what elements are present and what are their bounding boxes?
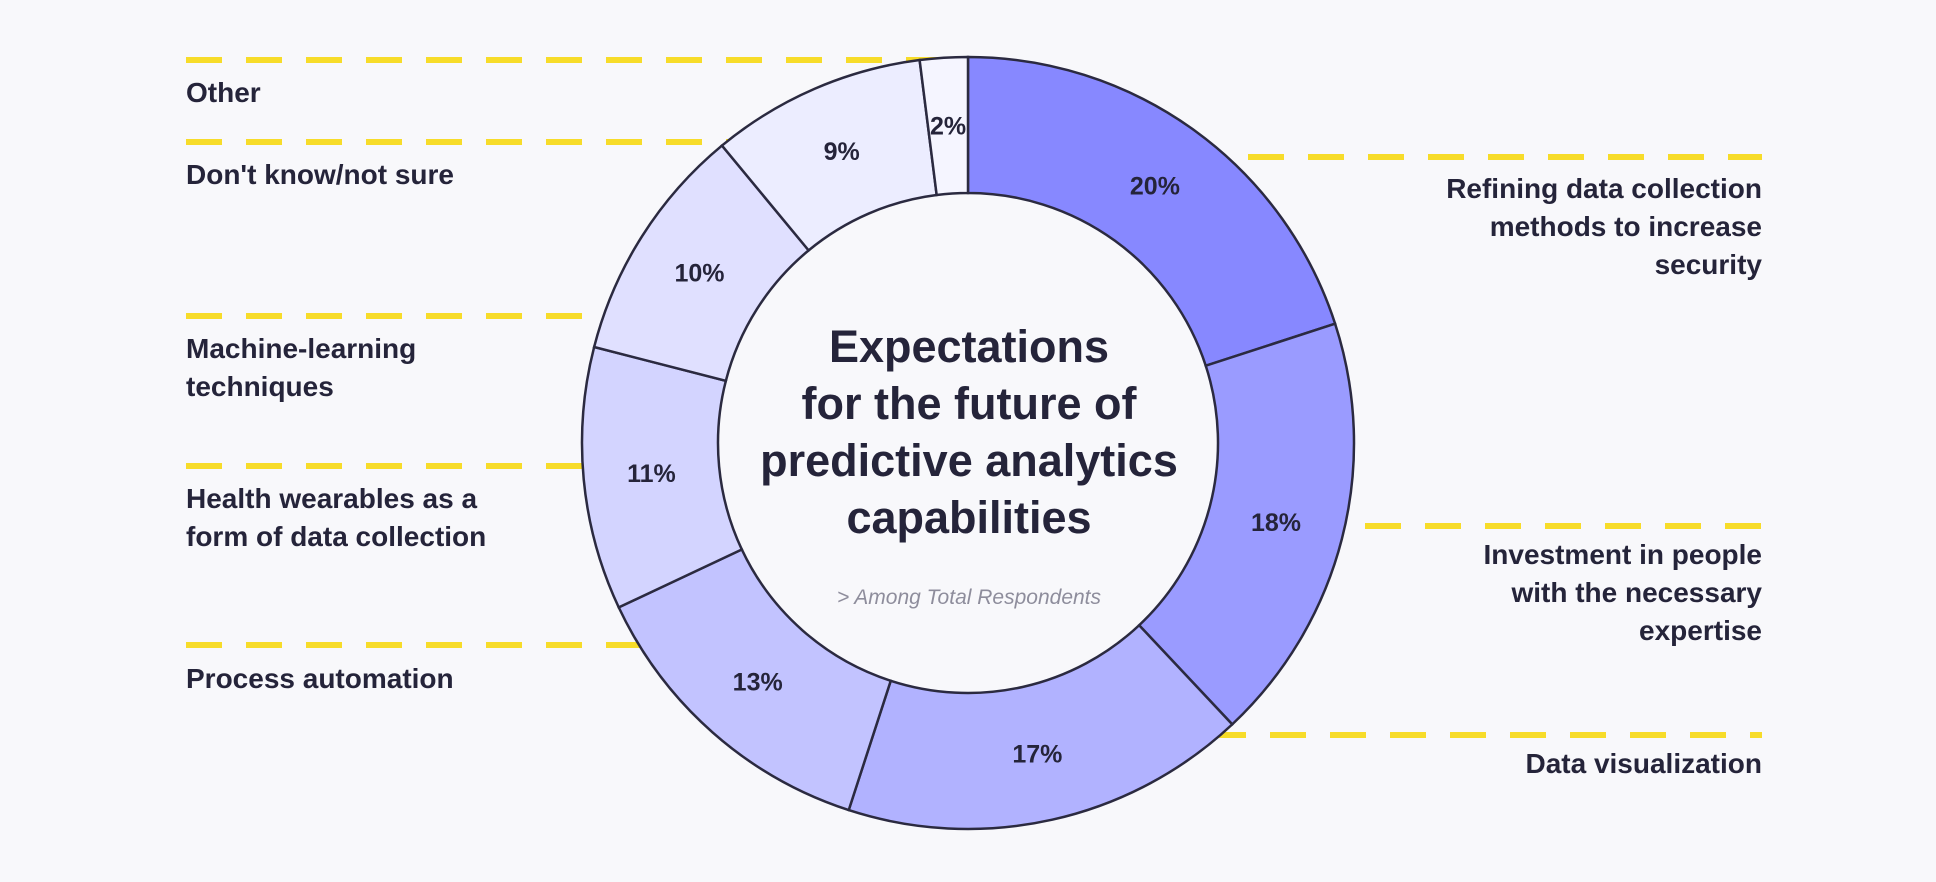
leader-lines	[186, 57, 1762, 738]
percent-label-process-automation: 13%	[733, 669, 783, 697]
legend-label-other: Other	[186, 77, 261, 108]
percent-label-investment-in-people-with-the-necessary-expertise: 18%	[1251, 509, 1301, 537]
legend-label-health-wearables: Health wearables as a form of data colle…	[186, 483, 487, 552]
percent-label-data-visualization: 17%	[1012, 740, 1062, 768]
legend-label-refining: Refining data collection methods to incr…	[1446, 173, 1762, 280]
percent-label-other: 2%	[930, 113, 966, 141]
slice-other	[918, 55, 970, 197]
percent-label-don-t-know-not-sure: 9%	[824, 138, 860, 166]
legend-label-dont-know: Don't know/not sure	[186, 159, 454, 190]
slice-investment-in-people-with-the-necessary-expertise	[1137, 322, 1356, 727]
slice-data-visualization	[847, 623, 1235, 831]
legend-label-process-automation: Process automation	[186, 663, 454, 694]
percent-labels: 20% 18% 17% 13% 11% 10% 9% 2%	[627, 113, 1301, 769]
legend-label-machine-learning: Machine-learning techniques	[186, 333, 417, 402]
chart-title: Expectations for the future of predictiv…	[760, 321, 1178, 543]
legend-label-investment: Investment in people with the necessary …	[1483, 539, 1763, 646]
donut-slices	[580, 55, 1356, 831]
chart-subtitle: > Among Total Respondents	[836, 586, 1102, 609]
legend-label-data-visualization: Data visualization	[1525, 748, 1762, 779]
slice-refining-data-collection-methods-to-increase-security	[966, 55, 1337, 368]
percent-label-refining-data-collection-methods-to-increase-security: 20%	[1130, 173, 1180, 201]
percent-label-health-wearables-as-a-form-of-data-collection: 11%	[627, 460, 676, 488]
percent-label-machine-learning-techniques: 10%	[674, 260, 724, 288]
